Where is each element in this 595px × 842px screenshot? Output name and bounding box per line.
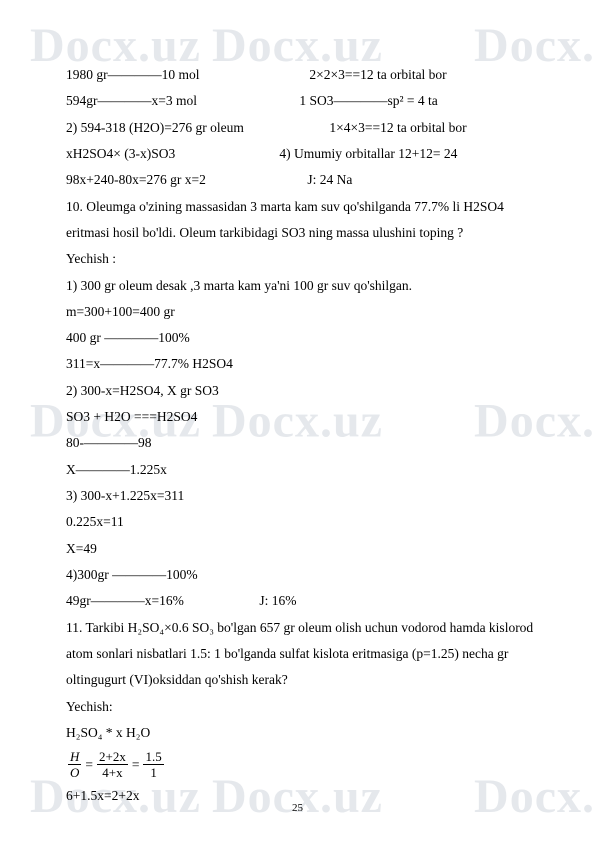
text-line: 80-————98 (66, 430, 545, 456)
document-body: 1980 gr————10 mol 2×2×3==12 ta orbital b… (66, 62, 545, 792)
fraction-numerator: 1.5 (143, 750, 163, 765)
text-span: 2×2×3==12 ta orbital bor (309, 67, 446, 82)
text-line: Yechish: (66, 694, 545, 720)
text-span: 1 SO3————sp² = 4 ta (299, 93, 437, 108)
text-line: 400 gr ————100% (66, 325, 545, 351)
text-line: 2) 300-x=H2SO4, X gr SO3 (66, 378, 545, 404)
text-span: 1×4×3==12 ta orbital bor (329, 120, 466, 135)
text-span: 2) 594-318 (H2O)=276 gr oleum (66, 115, 326, 141)
text-span: 594gr————x=3 mol (66, 88, 296, 114)
text-line: 98x+240-80x=276 gr x=2 J: 24 Na (66, 167, 545, 193)
text-line: 1980 gr————10 mol 2×2×3==12 ta orbital b… (66, 62, 545, 88)
fraction: 1.5 1 (143, 750, 163, 779)
text-line: X=49 (66, 536, 545, 562)
text-line: 4)300gr ————100% (66, 562, 545, 588)
text-line: 0.225x=11 (66, 509, 545, 535)
text-line: X————1.225x (66, 457, 545, 483)
fraction: 2+2x 4+x (97, 750, 128, 779)
text-line: m=300+100=400 gr (66, 299, 545, 325)
text-span: 49gr————x=16% (66, 588, 256, 614)
fraction-denominator: 4+x (97, 765, 128, 779)
text-line: 594gr————x=3 mol 1 SO3————sp² = 4 ta (66, 88, 545, 114)
fraction: H O (68, 750, 81, 779)
text-line: 49gr————x=16% J: 16% (66, 588, 545, 614)
text-line: 3) 300-x+1.225x=311 (66, 483, 545, 509)
text-span: J: 24 Na (307, 172, 352, 187)
fraction-numerator: 2+2x (97, 750, 128, 765)
text-span: 4) Umumiy orbitallar 12+12= 24 (279, 146, 457, 161)
text-span: 1980 gr————10 mol (66, 62, 306, 88)
text-line: 311=x————77.7% H2SO4 (66, 351, 545, 377)
equals-sign: = (83, 758, 95, 772)
text-span: 98x+240-80x=276 gr x=2 (66, 167, 304, 193)
text-paragraph: 10. Oleumga o'zining massasidan 3 marta … (66, 194, 545, 247)
text-line: 1) 300 gr oleum desak ,3 marta kam ya'ni… (66, 273, 545, 299)
page-number: 25 (292, 802, 303, 814)
text-line: 6+1.5x=2+2x (66, 783, 545, 809)
equation-row: H O = 2+2x 4+x = 1.5 1 (66, 750, 545, 779)
text-line: H₂SO₄ * x H₂O (66, 720, 545, 746)
text-line: SO3 + H2O ===H2SO4 (66, 404, 545, 430)
fraction-numerator: H (68, 750, 81, 765)
fraction-denominator: O (68, 765, 81, 779)
text-span: J: 16% (259, 593, 296, 608)
text-span: xH2SO4× (3-x)SO3 (66, 141, 276, 167)
text-line: xH2SO4× (3-x)SO3 4) Umumiy orbitallar 12… (66, 141, 545, 167)
text-line: 2) 594-318 (H2O)=276 gr oleum 1×4×3==12 … (66, 115, 545, 141)
text-paragraph: 11. Tarkibi H₂SO₄×0.6 SO₃ bo'lgan 657 gr… (66, 615, 545, 694)
fraction-denominator: 1 (143, 765, 163, 779)
text-line: Yechish : (66, 246, 545, 272)
equals-sign: = (130, 758, 142, 772)
